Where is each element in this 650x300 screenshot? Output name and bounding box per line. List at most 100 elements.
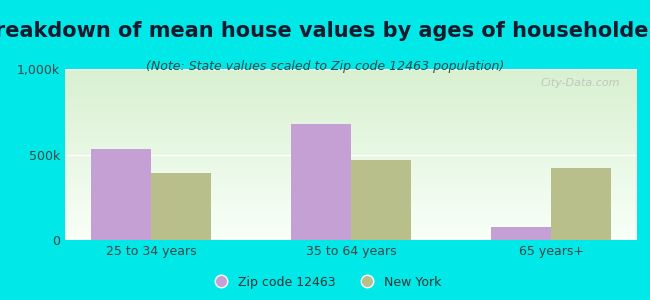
Bar	[151, 173, 211, 240]
Bar	[351, 160, 411, 240]
Bar	[65, 178, 637, 180]
Bar	[65, 72, 637, 74]
Bar	[65, 154, 637, 156]
Text: Breakdown of mean house values by ages of householders: Breakdown of mean house values by ages o…	[0, 21, 650, 41]
Bar	[65, 127, 637, 129]
Bar	[65, 139, 637, 141]
Text: City-Data.com: City-Data.com	[540, 77, 620, 88]
Bar	[65, 100, 637, 101]
Bar	[65, 125, 637, 127]
Bar	[65, 230, 637, 232]
Bar	[65, 208, 637, 209]
Bar	[65, 76, 637, 77]
Bar	[291, 124, 351, 240]
Bar	[65, 105, 637, 106]
Bar	[65, 173, 637, 175]
Bar	[65, 117, 637, 118]
Bar	[65, 118, 637, 120]
Bar	[65, 98, 637, 100]
Bar	[65, 182, 637, 184]
Bar	[65, 197, 637, 199]
Bar	[65, 141, 637, 142]
Bar	[65, 112, 637, 113]
Bar	[65, 156, 637, 158]
Bar	[65, 136, 637, 137]
Bar	[65, 84, 637, 86]
Bar	[65, 79, 637, 81]
Bar	[65, 168, 637, 170]
Bar	[65, 223, 637, 225]
Bar	[65, 132, 637, 134]
Legend: Zip code 12463, New York: Zip code 12463, New York	[203, 271, 447, 294]
Bar	[65, 91, 637, 93]
Bar	[65, 161, 637, 163]
Bar	[65, 180, 637, 182]
Bar	[65, 184, 637, 185]
Bar	[65, 103, 637, 105]
Bar	[65, 88, 637, 89]
Bar	[65, 170, 637, 172]
Bar	[65, 221, 637, 223]
Bar	[65, 108, 637, 110]
Bar	[491, 227, 551, 240]
Bar	[65, 134, 637, 136]
Bar	[65, 226, 637, 228]
Bar	[65, 172, 637, 173]
Bar	[65, 149, 637, 151]
Bar	[65, 96, 637, 98]
Bar	[65, 110, 637, 112]
Bar	[65, 122, 637, 124]
Bar	[65, 148, 637, 149]
Bar	[65, 124, 637, 125]
Bar	[65, 194, 637, 196]
Bar	[65, 129, 637, 130]
Bar	[65, 228, 637, 230]
Bar	[91, 149, 151, 240]
Bar	[65, 201, 637, 203]
Bar	[65, 209, 637, 211]
Bar	[65, 190, 637, 192]
Bar	[65, 218, 637, 220]
Bar	[65, 225, 637, 226]
Bar	[65, 146, 637, 148]
Bar	[65, 158, 637, 160]
Bar	[65, 153, 637, 154]
Bar	[65, 120, 637, 122]
Bar	[65, 144, 637, 146]
Bar	[65, 216, 637, 218]
Bar	[65, 199, 637, 201]
Bar	[65, 237, 637, 238]
Bar	[65, 113, 637, 115]
Bar	[65, 163, 637, 165]
Bar	[65, 130, 637, 132]
Bar	[65, 233, 637, 235]
Bar	[65, 196, 637, 197]
Bar	[65, 238, 637, 240]
Bar	[65, 101, 637, 103]
Bar	[65, 93, 637, 95]
Bar	[65, 202, 637, 204]
Bar	[65, 232, 637, 233]
Bar	[65, 235, 637, 237]
Bar	[65, 151, 637, 153]
Bar	[65, 137, 637, 139]
Bar	[65, 206, 637, 208]
Bar	[65, 74, 637, 76]
Bar	[65, 189, 637, 190]
Bar	[65, 142, 637, 144]
Bar	[65, 165, 637, 167]
Bar	[65, 192, 637, 194]
Bar	[65, 211, 637, 213]
Bar	[65, 106, 637, 108]
Bar	[65, 167, 637, 168]
Bar	[65, 83, 637, 84]
Bar	[65, 204, 637, 206]
Bar	[65, 175, 637, 177]
Bar	[65, 115, 637, 117]
Bar	[65, 89, 637, 91]
Bar	[65, 86, 637, 88]
Bar	[65, 177, 637, 178]
Text: (Note: State values scaled to Zip code 12463 population): (Note: State values scaled to Zip code 1…	[146, 60, 504, 73]
Bar	[65, 77, 637, 79]
Bar	[65, 71, 637, 72]
